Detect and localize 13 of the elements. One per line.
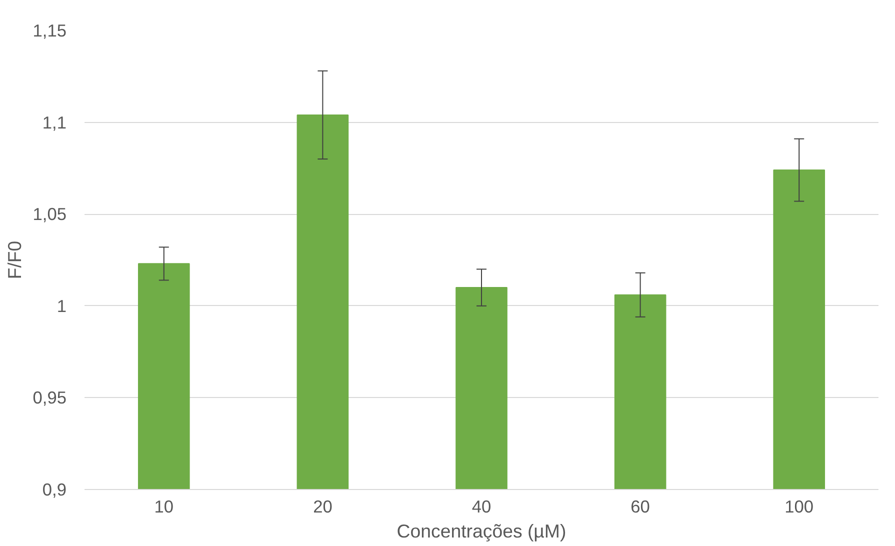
x-axis-title: Concentrações (µM) <box>396 520 566 542</box>
y-tick-label: 1,15 <box>32 20 67 40</box>
y-tick-label: 1 <box>56 296 67 316</box>
y-axis-title: F/F0 <box>4 240 25 280</box>
y-tick-label: 1,1 <box>42 112 67 132</box>
x-tick-label: 100 <box>784 496 814 516</box>
x-tick-label: 20 <box>313 496 332 516</box>
x-tick-label: 10 <box>154 496 174 516</box>
x-tick-label: 60 <box>630 496 650 516</box>
x-tick-label: 40 <box>472 496 492 516</box>
y-tick-label: 1,05 <box>32 204 67 224</box>
y-tick-label: 0,9 <box>42 480 67 500</box>
y-tick-label: 0,95 <box>32 388 67 408</box>
